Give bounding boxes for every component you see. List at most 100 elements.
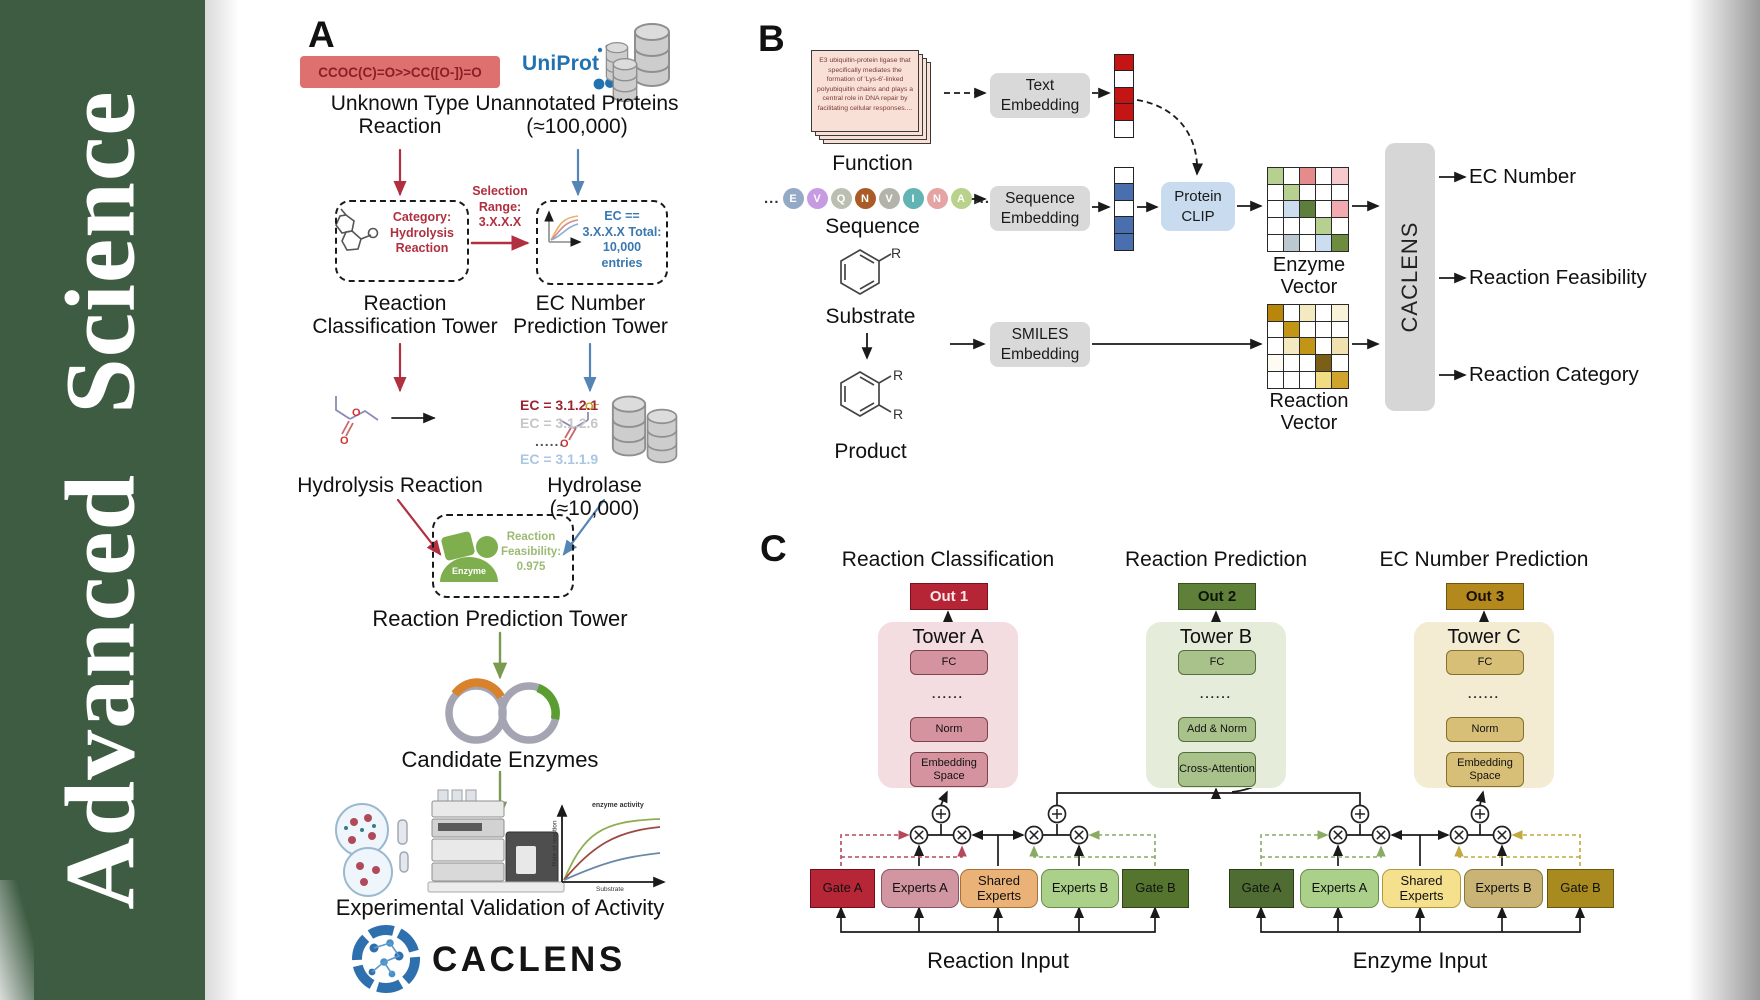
uniprot-logo: UniProt [522,52,600,75]
tower-c-embedding-space: Embedding Space [1446,752,1524,787]
text-embedding-box: Text Embedding [990,73,1090,118]
tower-b-dots: ...... [1199,687,1232,701]
amino-acid-circle: V [806,188,828,209]
tower-a-norm: Norm [910,717,988,742]
amino-acid-circle: N [854,188,876,209]
plot-xlabel: Substrate [596,886,624,893]
caclens-block-label: CACLENS [1397,221,1422,333]
experts-a-reaction: Experts A [881,869,959,908]
amino-acid-circle: V [878,188,900,209]
header-reaction-classification: Reaction Classification [841,548,1055,571]
feasibility-text: Reaction Feasibility: 0.975 [500,531,562,573]
tower-a-dots: ...... [931,687,964,701]
plot-annotation: enzyme activity [592,802,644,809]
selection-range-text: Selection Range: 3.X.X.X [472,184,528,230]
amino-acid-circle: A [950,188,972,209]
ec-list-item: EC = 3.1.2.6 [520,415,599,431]
output-reaction-feasibility: Reaction Feasibility [1469,266,1647,289]
tower-b-fc: FC [1178,650,1256,675]
product-r-label: R [893,367,904,383]
amino-acid-circle: Q [830,188,852,209]
amino-acid-circle: N [926,188,948,209]
shared-experts-reaction: Shared Experts [960,869,1038,908]
experts-a-enzyme: Experts A [1300,869,1379,908]
panel-b-label: B [758,18,785,59]
sequence-ellipsis: ... [764,190,780,207]
panel-a-label: A [308,14,335,55]
out1-box: Out 1 [910,583,988,610]
benzene-product-icon [840,371,892,417]
unknown-reaction-label: Unknown Type Reaction [330,92,470,139]
database-icon-top [605,22,671,102]
tower-c-dots: ...... [1467,687,1500,701]
out2-box: Out 2 [1178,583,1256,610]
candidate-enzymes-label: Candidate Enzymes [401,747,599,772]
product-label: Product [834,440,907,463]
amino-acid-circle: I [902,188,924,209]
tower-a-embedding-space: Embedding Space [910,752,988,787]
validation-label: Experimental Validation of Activity [335,895,665,920]
function-cards: E3 ubiquitin-protein ligase that specifi… [811,50,935,146]
panel-c-label: C [760,528,787,569]
substrate-r-label: R [891,245,902,261]
sequence-embedding-box: Sequence Embedding [990,186,1090,231]
database-icon-mid [611,395,678,464]
ec-filter-text: EC == 3.X.X.X Total: 10,000 entries [582,209,662,270]
ec-list-item: EC = 3.1.1.9 [520,451,599,467]
journal-sidebar: Advanced Science [0,0,205,1000]
gate-feedback-wires [840,830,1581,866]
petri-dish-icon [335,803,409,897]
enzyme-vector-label: Enzyme Vector [1272,254,1346,298]
activity-plot-icon [556,804,666,888]
ec-filter-dashed-box [536,200,668,285]
plot-ylabel: Rate of reaction [551,820,559,867]
sequence-embedding-vector [1114,166,1134,252]
caclens-wordmark: CACLENS [432,940,626,979]
reaction-vector-label: Reaction Vector [1269,390,1349,434]
enzyme-input-label: Enzyme Input [1352,948,1488,973]
enzyme-vector-grid [1266,166,1349,253]
corner-highlight [0,880,34,1000]
sidebar-shadow [205,0,239,1000]
tower-a-fc: FC [910,650,988,675]
experts-b-enzyme: Experts B [1464,869,1543,908]
tower-c-norm: Norm [1446,717,1524,742]
tower-b-cross-attention: Cross-Attention [1178,752,1256,787]
reaction-input-label: Reaction Input [927,948,1069,973]
experts-b-reaction: Experts B [1041,869,1119,908]
panel-b-arrows [861,87,1467,381]
benzene-substrate-icon [840,249,892,295]
tower-c-name: Tower C [1447,626,1521,648]
category-dashed-box [335,200,469,282]
sequence-ellipsis: ... [974,190,991,207]
substrate-label: Substrate [825,305,916,328]
reaction-prediction-tower-label: Reaction Prediction Tower [372,606,628,631]
moe-operators [909,804,1512,845]
hydrolase-label: Hydrolase (≈10,000) [547,474,642,521]
function-label: Function [832,152,913,175]
ec-list-item: ...... [535,433,565,449]
function-description: E3 ubiquitin-protein ligase that specifi… [817,57,913,112]
text-embedding-vector [1114,53,1134,139]
card-front: E3 ubiquitin-protein ligase that specifi… [811,50,919,132]
output-ec-number: EC Number [1469,165,1577,188]
amino-acid-circle: E [782,188,804,209]
protein-clip-box: Protein CLIP [1161,182,1235,231]
ec-prediction-tower-label: EC Number Prediction Tower [513,292,668,339]
sequence-label: Sequence [825,215,920,238]
reaction-classification-tower-label: Reaction Classification Tower [312,292,498,339]
tower-b-name: Tower B [1179,626,1253,648]
header-ec-number-prediction: EC Number Prediction [1379,548,1589,571]
reaction-vector-grid [1266,303,1349,390]
gate-a-enzyme: Gate A [1229,869,1294,908]
page-edge-shadow [1688,0,1760,1000]
product-r-label: R [893,406,904,422]
caclens-block: CACLENS [1385,143,1435,411]
tower-c-fc: FC [1446,650,1524,675]
plasmid-icons [445,678,560,744]
svg-text:O: O [340,435,349,447]
